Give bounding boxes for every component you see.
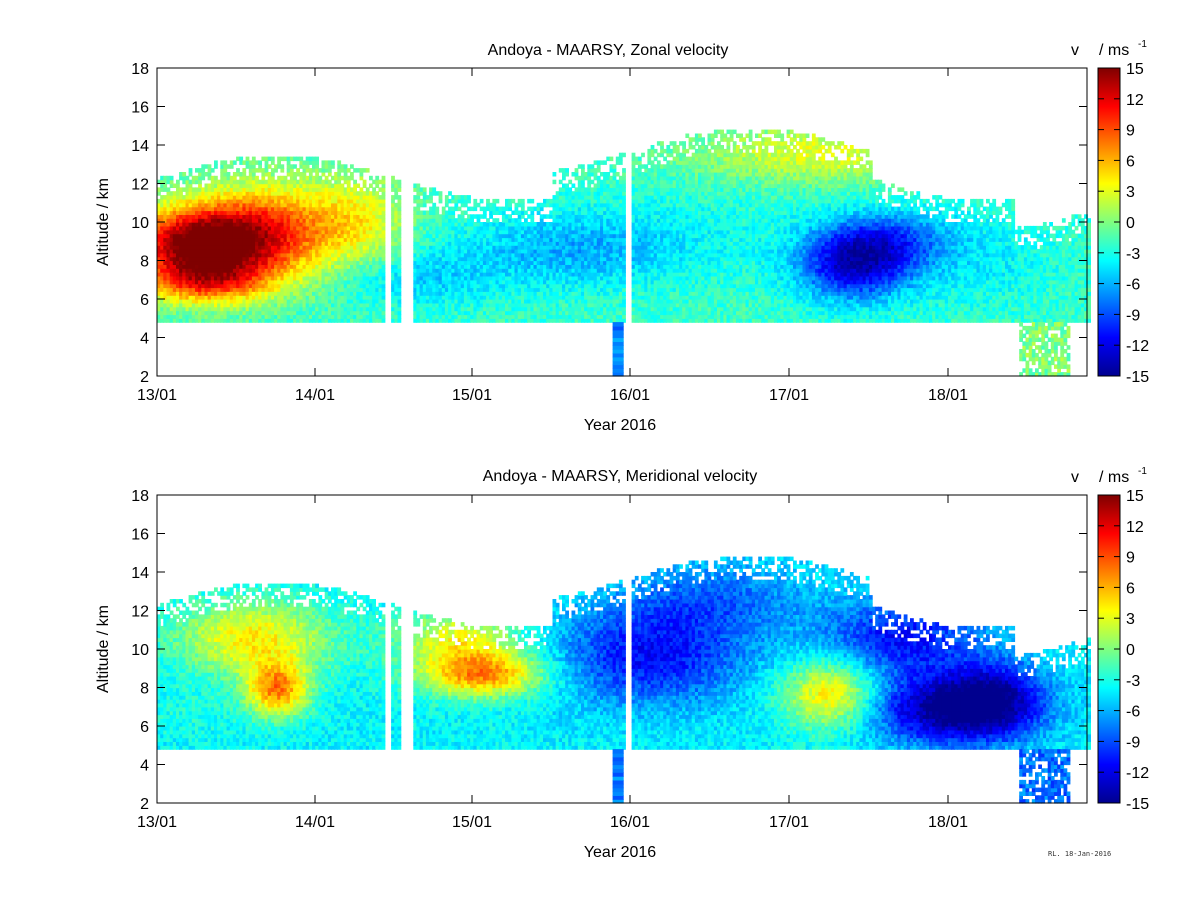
heatmap-cell (223, 160, 227, 165)
heatmap-cell (398, 203, 402, 208)
heatmap-cell (382, 268, 386, 273)
heatmap-cell (214, 176, 218, 181)
heatmap-cell (382, 176, 386, 181)
heatmap-cell (382, 311, 386, 316)
heatmap-cell (382, 307, 386, 312)
heatmap-cell (398, 253, 402, 257)
heatmap-cell (398, 307, 402, 312)
heatmap-cell (398, 211, 402, 216)
heatmap-cell (369, 176, 373, 181)
heatmap-cell (214, 164, 218, 169)
heatmap-cell (398, 226, 402, 231)
heatmap-cell (271, 157, 275, 162)
heatmap-cell (363, 180, 367, 185)
heatmap-cell (198, 180, 202, 185)
heatmap-cell (382, 226, 386, 231)
heatmap-cell (398, 195, 402, 200)
heatmap-cell (271, 172, 275, 177)
zonal-velocity-panel: Andoya - MAARSY, Zonal velocity 24681012… (95, 39, 1149, 434)
heatmap-cell (382, 203, 386, 208)
heatmap-cell (398, 280, 402, 285)
heatmap-cell (382, 276, 386, 281)
heatmap-cell (398, 241, 402, 246)
heatmap-cell (398, 268, 402, 273)
heatmap-cell (398, 261, 402, 266)
heatmap-cell (236, 168, 240, 173)
heatmap-cell (398, 276, 402, 281)
heatmap-cell (398, 318, 402, 323)
heatmap-cell (176, 180, 180, 185)
heatmap-cell (382, 187, 386, 192)
heatmap-cell (382, 318, 386, 323)
heatmap-cell (366, 168, 370, 173)
heatmap-cell (331, 160, 335, 165)
heatmap-cell (382, 253, 386, 257)
heatmap-cell (382, 241, 386, 246)
heatmap-cell (214, 160, 218, 165)
heatmap-cell (398, 299, 402, 304)
heatmap-cell (375, 176, 379, 181)
heatmap-cell (347, 180, 351, 185)
heatmap-cell (382, 280, 386, 285)
heatmap-cells (157, 130, 1091, 377)
heatmap-cell (391, 176, 395, 181)
heatmap-cell (331, 164, 335, 169)
heatmap-cell (350, 172, 354, 177)
heatmap-cell (230, 164, 234, 169)
heatmap-cell (398, 311, 402, 316)
heatmap-cell (382, 180, 386, 185)
heatmap-cell (360, 172, 364, 177)
heatmap-cell (356, 184, 360, 189)
heatmap-cell (170, 176, 174, 181)
heatmap-cell (255, 176, 259, 181)
heatmap-cell (382, 211, 386, 216)
heatmap-cell (398, 180, 402, 185)
figure: Andoya - MAARSY, Zonal velocity 24681012… (0, 0, 1201, 901)
heatmap-cell (189, 168, 193, 173)
heatmap-cell (398, 234, 402, 239)
heatmap-cell (382, 291, 386, 296)
heatmap-cell (382, 261, 386, 266)
heatmap-cell (382, 234, 386, 239)
heatmap-cell (315, 157, 319, 162)
heatmap-cell (280, 164, 284, 169)
heatmap-cell (382, 195, 386, 200)
heatmap-cell (398, 187, 402, 192)
heatmap-cell (382, 299, 386, 304)
chart-title: Andoya - MAARSY, Zonal velocity (488, 42, 729, 59)
heatmap-cell (398, 291, 402, 296)
heatmap-cell (382, 218, 386, 223)
heatmap-cell (398, 218, 402, 223)
heatmap-cell (337, 160, 341, 165)
